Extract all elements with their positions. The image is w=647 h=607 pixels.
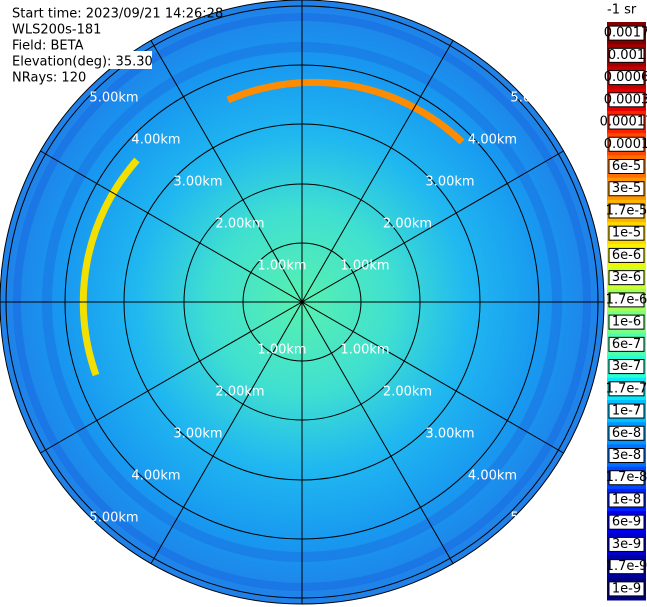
colorbar-label: 6e-8	[612, 426, 641, 441]
colorbar-label: 6e-5	[612, 159, 641, 174]
colorbar-label: 0.001	[608, 48, 645, 63]
range-label: 2.00km	[215, 217, 264, 232]
colorbar-label-box	[608, 159, 645, 174]
colorbar-label-box	[608, 425, 645, 441]
colorbar-label-box	[608, 381, 645, 397]
colorbar-label: 1e-7	[612, 404, 641, 419]
colorbar-label-box	[608, 581, 645, 597]
range-label: 5.00km	[89, 511, 138, 526]
colorbar-label-box	[608, 314, 645, 330]
colorbar-label-box	[608, 92, 645, 108]
colorbar-label-box	[608, 181, 645, 197]
range-label: 3.00km	[173, 175, 222, 190]
range-labels: 1.00km 1.00km 1.00km 1.00km 2.00km 2.00km 2.00…	[89, 91, 559, 526]
range-label: 2.00km	[383, 385, 432, 400]
range-label: 4.00km	[468, 469, 517, 484]
colorbar-label: 6e-6	[612, 248, 641, 263]
colorbar-label-box	[608, 70, 645, 86]
colorbar-label: 1e-5	[612, 226, 641, 241]
colorbar-label: 6e-7	[612, 337, 641, 352]
range-label: 1.00km	[340, 343, 389, 358]
colorbar-label: 0.00017	[600, 115, 647, 130]
colorbar-label: 3e-7	[612, 359, 641, 374]
range-label: 5.00km	[89, 91, 138, 106]
colorbar-label: 3e-8	[612, 448, 641, 463]
spoke	[40, 150, 564, 454]
colorbar-label: 1.7e-5	[606, 203, 647, 218]
spokes	[0, 0, 604, 604]
range-label: 1.00km	[257, 259, 306, 274]
colorbar-label-box	[608, 359, 645, 375]
colorbar-label: 1e-9	[612, 581, 641, 596]
colorbar-label-box	[608, 225, 645, 241]
range-label: 4.00km	[131, 469, 180, 484]
info-line: Field: BETA	[12, 39, 84, 54]
colorbar-label: 1.7e-7	[606, 381, 647, 396]
colorbar-label: 0.0017	[604, 26, 647, 41]
range-label: 5.00km	[510, 511, 559, 526]
colorbar-label-box	[608, 470, 645, 486]
colorbar-label-box	[608, 403, 645, 419]
colorbar-label: 0.0003	[604, 92, 647, 107]
colorbar: -1 sr 0.0017 0.001 0.0006 0.0003 0.00017 0.000…	[600, 3, 647, 601]
range-label: 1.00km	[257, 343, 306, 358]
colorbar-label: 3e-5	[612, 181, 641, 196]
colorbar-label-box	[608, 292, 645, 308]
colorbar-label: 6e-9	[612, 515, 641, 530]
range-label: 3.00km	[173, 427, 222, 442]
colorbar-title: -1 sr	[607, 3, 637, 18]
colorbar-label-box	[608, 270, 645, 286]
colorbar-label-box	[608, 247, 645, 263]
range-label: 4.00km	[468, 133, 517, 148]
info-line: WLS200s-181	[12, 23, 101, 38]
range-label: 2.00km	[383, 217, 432, 232]
range-label: 1.00km	[340, 259, 389, 274]
info-line: Start time: 2023/09/21 14:26:28	[12, 7, 223, 22]
range-label: 3.00km	[425, 427, 474, 442]
colorbar-label: 0.0006	[604, 70, 647, 85]
colorbar-label-box	[608, 114, 645, 130]
colorbar-label: 1.7e-8	[606, 470, 647, 485]
colorbar-label-box	[608, 559, 645, 575]
info-line: Elevation(deg): 35.30	[12, 55, 153, 70]
colorbar-label-box	[608, 47, 645, 63]
colorbar-label: 1e-6	[612, 315, 641, 330]
range-label: 2.00km	[215, 385, 264, 400]
info: Start time: 2023/09/21 14:26:28WLS200s-1…	[12, 7, 223, 86]
colorbar-label: 3e-9	[612, 537, 641, 552]
colorbar-label: 0.0001	[604, 137, 647, 152]
colorbar-label-box	[608, 514, 645, 530]
range-label: 3.00km	[425, 175, 474, 190]
colorbar-label-box	[608, 492, 645, 508]
info-bg	[10, 51, 152, 69]
colorbar-label: 1.7e-6	[606, 292, 647, 307]
info-line: NRays: 120	[12, 71, 86, 86]
colorbar-label: 1e-8	[612, 492, 641, 507]
colorbar-label-box	[608, 136, 645, 152]
colorbar-label-box	[608, 25, 645, 41]
colorbar-label: 3e-6	[612, 270, 641, 285]
range-label: 5.00km	[510, 91, 559, 106]
range-label: 4.00km	[131, 133, 180, 148]
colorbar-label-box	[608, 336, 645, 352]
colorbar-label-box	[608, 536, 645, 552]
colorbar-label-box	[608, 203, 645, 219]
colorbar-label-box	[608, 448, 645, 463]
colorbar-label: 1.7e-9	[606, 559, 647, 574]
